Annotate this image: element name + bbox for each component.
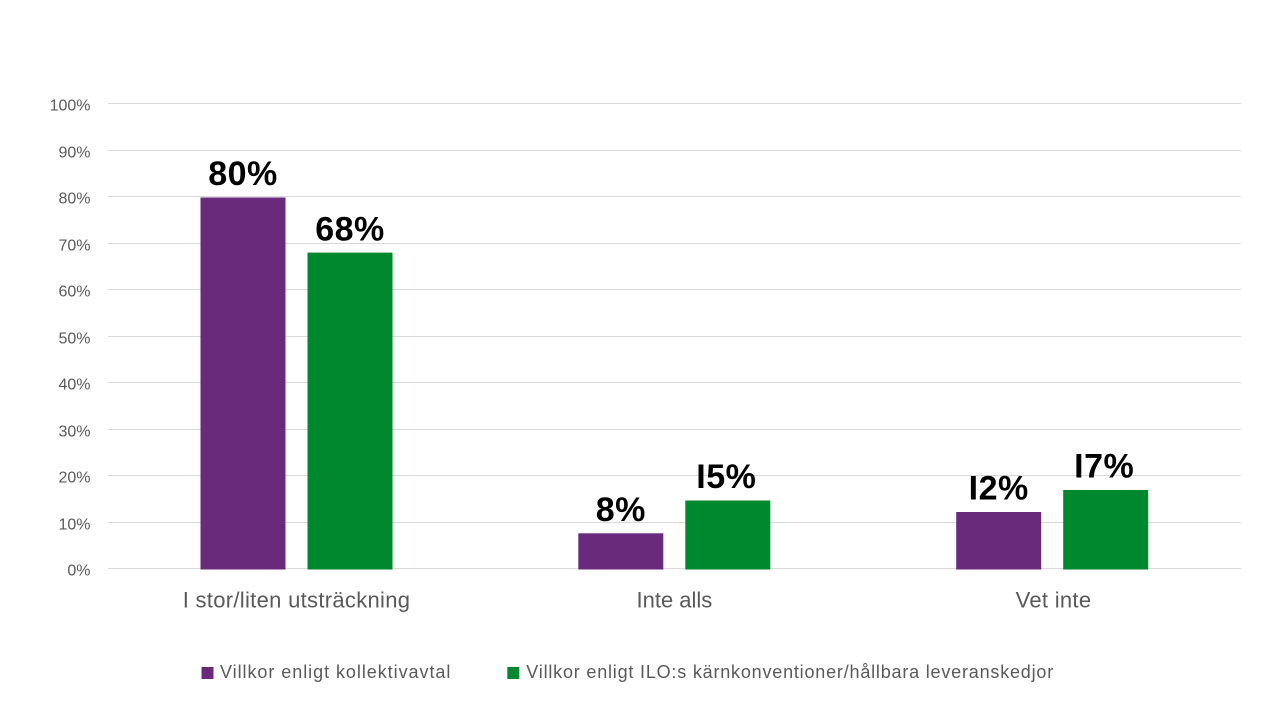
svg-text:60%: 60% <box>58 283 90 300</box>
svg-text:50%: 50% <box>58 330 90 347</box>
svg-text:Vet inte: Vet inte <box>1016 588 1092 613</box>
svg-text:100%: 100% <box>50 97 91 114</box>
svg-text:I2%: I2% <box>969 470 1029 508</box>
svg-text:Villkor enligt kollektivavtal: Villkor enligt kollektivavtal <box>220 662 451 682</box>
svg-text:20%: 20% <box>58 469 90 486</box>
svg-text:70%: 70% <box>58 237 90 254</box>
svg-text:90%: 90% <box>58 144 90 161</box>
svg-text:40%: 40% <box>58 376 90 393</box>
svg-text:I5%: I5% <box>696 458 756 496</box>
svg-text:30%: 30% <box>58 423 90 440</box>
svg-text:80%: 80% <box>58 190 90 207</box>
svg-text:I7%: I7% <box>1074 448 1134 486</box>
svg-text:80%: 80% <box>208 155 278 193</box>
svg-text:I stor/liten utsträckning: I stor/liten utsträckning <box>183 588 411 613</box>
svg-text:Villkor enligt ILO:s kärnkonve: Villkor enligt ILO:s kärnkonventioner/hå… <box>526 662 1054 682</box>
svg-text:10%: 10% <box>58 516 90 533</box>
svg-text:68%: 68% <box>315 210 385 248</box>
svg-text:8%: 8% <box>596 491 646 529</box>
svg-text:0%: 0% <box>67 562 90 579</box>
svg-text:Inte alls: Inte alls <box>636 588 712 613</box>
